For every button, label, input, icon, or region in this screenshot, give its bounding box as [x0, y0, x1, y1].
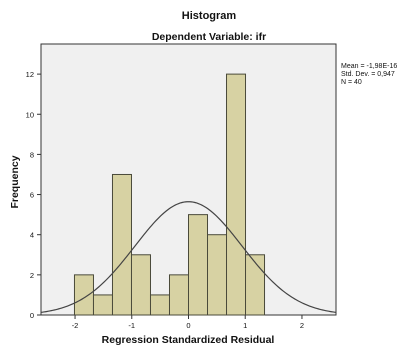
histogram-bar-8	[226, 73, 247, 316]
y-tick-label-3: 6	[30, 191, 34, 200]
stats-legend: Mean = -1,98E-16 Std. Dev. = 0,947 N = 4…	[341, 63, 397, 86]
y-tick-label-5: 10	[26, 110, 34, 119]
histogram-bar-1	[92, 294, 113, 316]
chart-subtitle: Dependent Variable: ifr	[152, 31, 266, 43]
y-tick-label-1: 2	[30, 271, 34, 280]
x-axis-label: Regression Standardized Residual	[102, 334, 275, 346]
histogram-bar-6	[188, 214, 209, 316]
y-tick-label-4: 8	[30, 150, 34, 159]
x-tick-label-4: 2	[300, 321, 304, 330]
stat-n: N = 40	[341, 79, 362, 86]
stat-std-dev: Std. Dev. = 0,947	[341, 71, 395, 78]
normal-curve	[40, 201, 337, 313]
histogram-bar-5	[168, 274, 190, 316]
x-tick-label-3: 1	[243, 321, 247, 330]
y-tick-label-2: 4	[30, 231, 34, 240]
histogram-bar-9	[245, 254, 266, 316]
y-tick-label-6: 12	[26, 70, 34, 79]
stat-mean: Mean = -1,98E-16	[341, 63, 397, 70]
histogram-bar-2	[111, 173, 132, 316]
y-axis-label: Frequency	[9, 155, 21, 208]
x-tick-label-2: 0	[186, 321, 190, 330]
histogram-bar-0	[73, 274, 94, 316]
histogram-bar-3	[130, 254, 151, 316]
x-tick-label-1: -1	[128, 321, 135, 330]
chart-title: Histogram	[182, 10, 237, 22]
y-tick-label-0: 0	[30, 311, 34, 320]
histogram-bar-7	[207, 234, 228, 316]
x-tick-label-0: -2	[72, 321, 79, 330]
histogram-bar-4	[149, 294, 170, 316]
